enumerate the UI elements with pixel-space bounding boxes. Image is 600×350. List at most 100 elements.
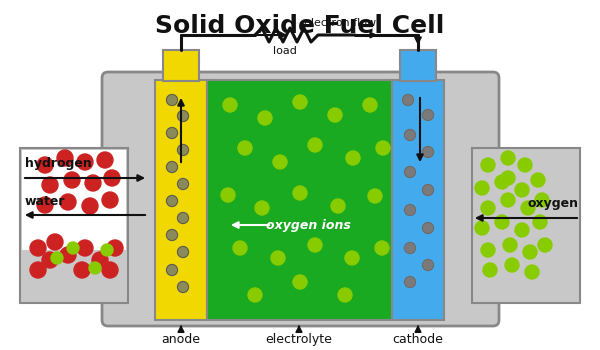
Text: oxygen: oxygen bbox=[527, 197, 578, 210]
Circle shape bbox=[221, 188, 235, 202]
Circle shape bbox=[481, 243, 495, 257]
Circle shape bbox=[57, 150, 73, 166]
Circle shape bbox=[102, 192, 118, 208]
Circle shape bbox=[404, 130, 415, 140]
Circle shape bbox=[483, 263, 497, 277]
Circle shape bbox=[422, 110, 433, 120]
Circle shape bbox=[178, 246, 188, 258]
Circle shape bbox=[404, 204, 415, 216]
Circle shape bbox=[248, 288, 262, 302]
Circle shape bbox=[422, 184, 433, 196]
Circle shape bbox=[308, 138, 322, 152]
Circle shape bbox=[422, 223, 433, 233]
Circle shape bbox=[271, 251, 285, 265]
Text: cathode: cathode bbox=[392, 333, 443, 346]
Bar bbox=[400, 50, 436, 81]
Circle shape bbox=[167, 265, 178, 275]
Bar bbox=[22, 150, 126, 250]
Text: hydrogen: hydrogen bbox=[25, 157, 92, 170]
Circle shape bbox=[42, 252, 58, 268]
Circle shape bbox=[85, 175, 101, 191]
Circle shape bbox=[404, 243, 415, 253]
Circle shape bbox=[104, 170, 120, 186]
Circle shape bbox=[515, 223, 529, 237]
Circle shape bbox=[178, 111, 188, 121]
Circle shape bbox=[375, 241, 389, 255]
FancyBboxPatch shape bbox=[102, 72, 499, 326]
Circle shape bbox=[293, 275, 307, 289]
Circle shape bbox=[255, 201, 269, 215]
Circle shape bbox=[273, 155, 287, 169]
Circle shape bbox=[404, 276, 415, 287]
Circle shape bbox=[107, 240, 123, 256]
Circle shape bbox=[30, 240, 46, 256]
Circle shape bbox=[422, 147, 433, 158]
Circle shape bbox=[167, 127, 178, 139]
Circle shape bbox=[495, 215, 509, 229]
Circle shape bbox=[404, 167, 415, 177]
Circle shape bbox=[89, 262, 101, 274]
Circle shape bbox=[97, 152, 113, 168]
Bar bbox=[163, 50, 199, 81]
Circle shape bbox=[293, 95, 307, 109]
Circle shape bbox=[51, 252, 63, 264]
Circle shape bbox=[501, 171, 515, 185]
Circle shape bbox=[481, 158, 495, 172]
Circle shape bbox=[233, 241, 247, 255]
Circle shape bbox=[223, 98, 237, 112]
Circle shape bbox=[64, 172, 80, 188]
Circle shape bbox=[521, 201, 535, 215]
Circle shape bbox=[535, 193, 549, 207]
Circle shape bbox=[368, 189, 382, 203]
Circle shape bbox=[481, 201, 495, 215]
Bar bbox=[472, 148, 580, 303]
Circle shape bbox=[503, 238, 517, 252]
Text: oxygen ions: oxygen ions bbox=[266, 218, 350, 231]
Circle shape bbox=[538, 238, 552, 252]
Circle shape bbox=[60, 247, 76, 263]
Circle shape bbox=[178, 281, 188, 293]
Circle shape bbox=[403, 94, 413, 105]
Bar bbox=[207, 80, 392, 320]
Text: electrolyte: electrolyte bbox=[266, 333, 332, 346]
Text: Solid Oxide Fuel Cell: Solid Oxide Fuel Cell bbox=[155, 14, 445, 38]
Circle shape bbox=[178, 178, 188, 189]
Circle shape bbox=[525, 265, 539, 279]
Circle shape bbox=[167, 230, 178, 240]
Text: water: water bbox=[25, 195, 65, 208]
Circle shape bbox=[92, 252, 108, 268]
Circle shape bbox=[495, 175, 509, 189]
Circle shape bbox=[363, 98, 377, 112]
Circle shape bbox=[515, 183, 529, 197]
Circle shape bbox=[167, 161, 178, 173]
Circle shape bbox=[501, 151, 515, 165]
Circle shape bbox=[167, 94, 178, 105]
Circle shape bbox=[422, 259, 433, 271]
Circle shape bbox=[77, 240, 93, 256]
Text: anode: anode bbox=[161, 333, 200, 346]
Circle shape bbox=[238, 141, 252, 155]
Text: load: load bbox=[273, 46, 297, 56]
Circle shape bbox=[258, 111, 272, 125]
Bar bbox=[155, 80, 207, 320]
Circle shape bbox=[178, 212, 188, 224]
Circle shape bbox=[37, 197, 53, 213]
Circle shape bbox=[77, 154, 93, 170]
Circle shape bbox=[101, 244, 113, 256]
Circle shape bbox=[308, 238, 322, 252]
Circle shape bbox=[531, 173, 545, 187]
Circle shape bbox=[523, 245, 537, 259]
Circle shape bbox=[475, 181, 489, 195]
Circle shape bbox=[37, 157, 53, 173]
Circle shape bbox=[60, 194, 76, 210]
Circle shape bbox=[376, 141, 390, 155]
Circle shape bbox=[338, 288, 352, 302]
Bar bbox=[392, 80, 444, 320]
Circle shape bbox=[533, 215, 547, 229]
Circle shape bbox=[30, 262, 46, 278]
Circle shape bbox=[328, 108, 342, 122]
Circle shape bbox=[518, 158, 532, 172]
Circle shape bbox=[505, 258, 519, 272]
Circle shape bbox=[331, 199, 345, 213]
Circle shape bbox=[475, 221, 489, 235]
